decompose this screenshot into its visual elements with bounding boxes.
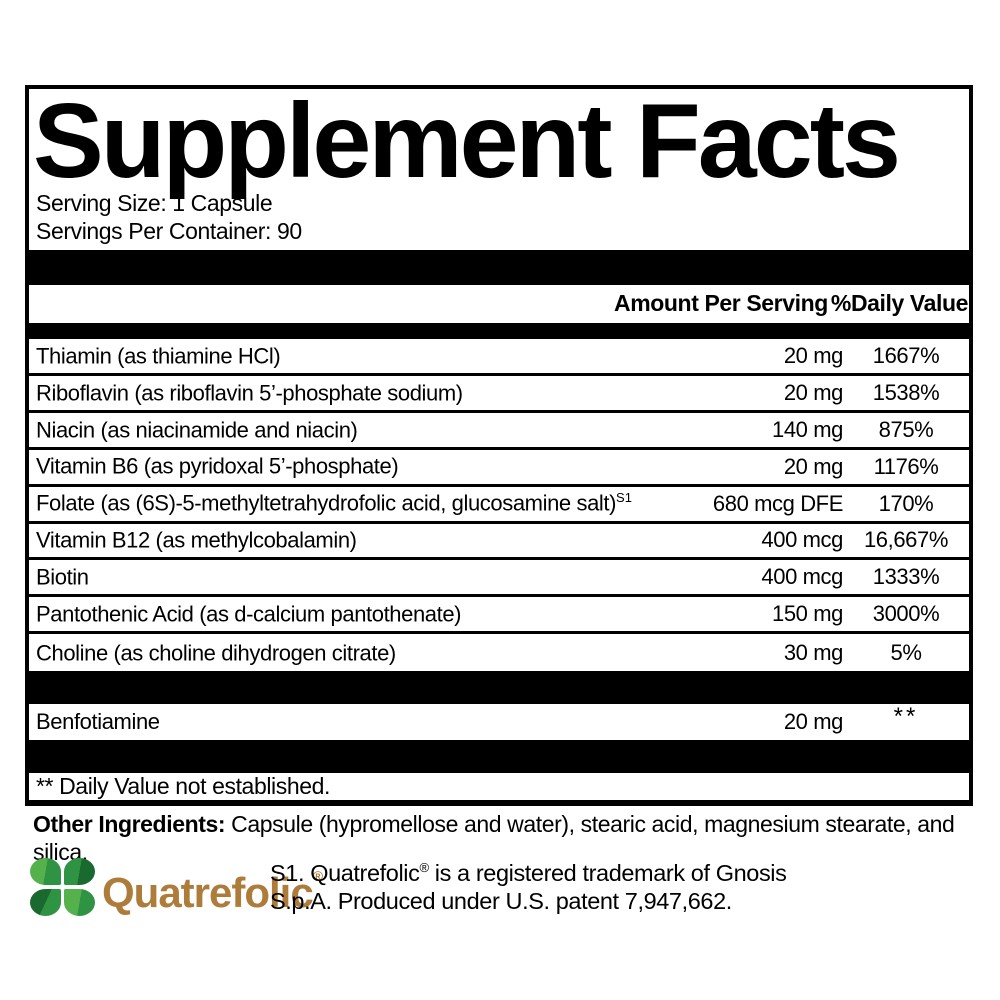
nutrient-name: Biotin xyxy=(36,564,693,590)
nutrient-name-sup: S1 xyxy=(616,490,632,506)
panel-title: Supplement Facts xyxy=(33,82,901,200)
nutrient-dv: ** xyxy=(843,703,969,736)
nutrient-name: Benfotiamine xyxy=(36,709,160,735)
quatrefolic-section: Quatrefolic® S1. Quatrefolic® is a regis… xyxy=(30,852,970,922)
amount-per-serving-header: Amount Per Serving xyxy=(613,290,828,317)
other-ingredients-label: Other Ingredients: xyxy=(33,811,226,837)
table-row: Biotin 400 mcg 1333% xyxy=(29,560,969,598)
nutrient-amount: 140 mg xyxy=(772,416,843,442)
table-row: Folate (as (6S)-5-methyltetrahydrofolic … xyxy=(29,487,969,524)
daily-value-footnote: ** Daily Value not established. xyxy=(36,773,331,800)
nutrient-amount: 680 mcg DFE xyxy=(712,490,843,516)
nutrient-name-text: Choline (as choline dihydrogen citrate) xyxy=(36,639,396,665)
nutrient-amount: 400 mcg xyxy=(761,564,843,590)
quatrefolic-clover-icon xyxy=(30,858,98,918)
supplement-facts-panel: Supplement Facts Serving Size: 1 Capsule… xyxy=(25,85,973,806)
nutrient-name-text: Niacin (as niacinamide and niacin) xyxy=(36,416,358,442)
nutrient-name: Vitamin B6 (as pyridoxal 5’-phosphate) xyxy=(36,453,693,479)
divider-bar-thick-top xyxy=(29,250,969,285)
nutrient-amount: 20 mg xyxy=(783,709,844,735)
nutrient-dv: 1176% xyxy=(873,453,939,479)
nutrient-name-text: Pantothenic Acid (as d-calcium pantothen… xyxy=(36,601,462,627)
nutrient-dv: 5% xyxy=(890,639,922,665)
quatrefolic-wordmark-text: Quatrefolic xyxy=(102,869,314,916)
nutrient-dv: 1333% xyxy=(872,564,940,590)
other-ingredients: Other Ingredients: Capsule (hypromellose… xyxy=(33,810,978,866)
trademark-note-line2: S.p.A. Produced under U.S. patent 7,947,… xyxy=(270,887,732,914)
note-line1-post: is a registered trademark of Gnosis xyxy=(428,859,787,886)
divider-bar-thin xyxy=(29,322,969,339)
quatrefolic-wordmark: Quatrefolic® xyxy=(102,868,323,917)
other-ingredients-text: Capsule (hypromellose and water), steari… xyxy=(33,811,955,865)
nutrient-name: Riboflavin (as riboflavin 5’-phosphate s… xyxy=(36,380,693,406)
registered-mark-icon: ® xyxy=(312,868,324,884)
nutrient-name-text: Thiamin (as thiamine HCl) xyxy=(36,342,281,368)
trademark-note-line1: S1. Quatrefolic® is a registered tradema… xyxy=(270,854,787,887)
nutrient-dv: 875% xyxy=(878,416,934,442)
clover-leaf-icon xyxy=(30,889,61,916)
nutrient-name-text: Vitamin B12 (as methylcobalamin) xyxy=(36,527,357,553)
nutrient-name: Niacin (as niacinamide and niacin) xyxy=(36,417,693,443)
table-row: Riboflavin (as riboflavin 5’-phosphate s… xyxy=(29,376,969,413)
servings-per-container: Servings Per Container: 90 xyxy=(36,218,302,244)
nutrient-amount: 20 mg xyxy=(783,379,844,405)
table-header: Amount Per Serving %Daily Value xyxy=(29,285,969,323)
nutrient-name-text: Riboflavin (as riboflavin 5’-phosphate s… xyxy=(36,379,463,405)
nutrient-amount: 20 mg xyxy=(783,342,844,368)
table-row: Vitamin B12 (as methylcobalamin) 400 mcg… xyxy=(29,524,969,561)
table-row: Benfotiamine 20 mg ** xyxy=(29,703,969,740)
nutrient-name-text: Vitamin B6 (as pyridoxal 5’-phosphate) xyxy=(36,453,399,479)
nutrient-dv: 1667% xyxy=(872,342,940,368)
dv-not-established-mark: ** xyxy=(893,703,919,731)
clover-leaf-icon xyxy=(64,858,95,885)
note-line1-pre: S1. Quatrefolic xyxy=(270,859,420,886)
daily-value-header: %Daily Value xyxy=(830,290,969,317)
quatrefolic-trademark-note: S1. Quatrefolic® is a registered tradema… xyxy=(270,854,787,915)
nutrient-amount: 20 mg xyxy=(783,453,844,479)
table-row: Pantothenic Acid (as d-calcium pantothen… xyxy=(29,597,969,635)
clover-leaf-icon xyxy=(30,858,61,885)
nutrient-dv: 3000% xyxy=(872,601,940,627)
nutrient-amount: 30 mg xyxy=(783,639,844,665)
table-row: Choline (as choline dihydrogen citrate) … xyxy=(29,634,969,671)
table-row: Niacin (as niacinamide and niacin) 140 m… xyxy=(29,413,969,450)
clover-leaf-icon xyxy=(64,889,95,916)
nutrient-name-text: Folate (as (6S)-5-methyltetrahydrofolic … xyxy=(36,490,617,516)
divider-bar-thick-bottom xyxy=(29,740,969,774)
nutrient-name: Folate (as (6S)-5-methyltetrahydrofolic … xyxy=(36,490,693,516)
table-row: Vitamin B6 (as pyridoxal 5’-phosphate) 2… xyxy=(29,450,969,487)
nutrient-dv: 1538% xyxy=(872,379,940,405)
nutrient-name: Choline (as choline dihydrogen citrate) xyxy=(36,640,693,666)
note-line1-reg-icon: ® xyxy=(419,860,429,875)
nutrient-name: Pantothenic Acid (as d-calcium pantothen… xyxy=(36,601,693,627)
nutrient-name-text: Biotin xyxy=(36,564,89,590)
nutrient-name: Vitamin B12 (as methylcobalamin) xyxy=(36,527,693,553)
divider-bar-thick-middle xyxy=(29,671,969,705)
nutrient-dv: 16,667% xyxy=(863,527,949,553)
nutrient-name: Thiamin (as thiamine HCl) xyxy=(36,343,693,369)
nutrient-dv: 170% xyxy=(878,490,934,516)
nutrient-amount: 400 mcg xyxy=(761,527,843,553)
serving-size: Serving Size: 1 Capsule xyxy=(36,190,273,216)
nutrient-amount: 150 mg xyxy=(772,601,843,627)
table-row: Thiamin (as thiamine HCl) 20 mg 1667% xyxy=(29,339,969,376)
